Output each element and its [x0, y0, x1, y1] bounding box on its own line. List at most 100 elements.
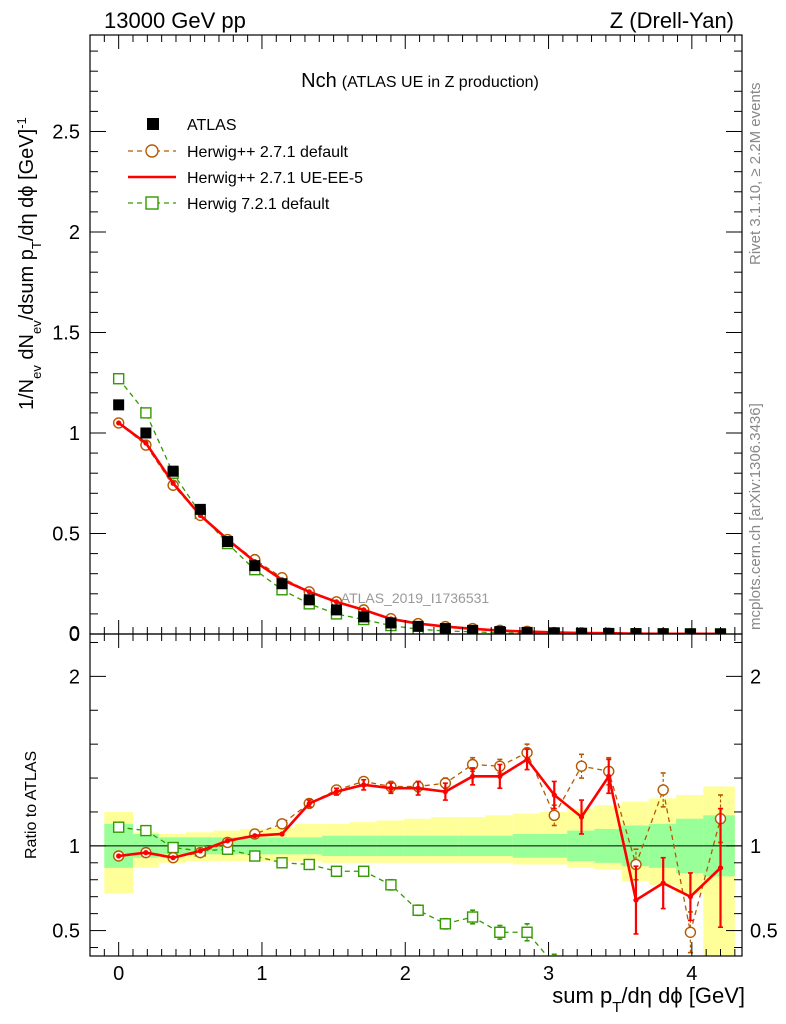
ratio-series-1-point — [660, 880, 666, 886]
series-0-point — [439, 623, 451, 634]
x-tick-label: 3 — [543, 963, 554, 985]
series-0-point — [684, 628, 696, 634]
header-left: 13000 GeV pp — [104, 8, 246, 33]
analysis-id-label: ATLAS_2019_I1736531 — [341, 590, 490, 606]
ratio-series-2-point — [167, 841, 179, 854]
ratio-series-2-point — [112, 821, 125, 833]
series-0-point — [303, 594, 315, 606]
ratio-series-1-point — [279, 831, 285, 837]
main-title: Nch (ATLAS UE in Z production) — [301, 70, 539, 92]
ratio-y-tick-label-left: 2 — [69, 666, 80, 688]
ratio-series-0-point — [684, 926, 697, 938]
series-0-point — [467, 624, 479, 634]
header-right: Z (Drell-Yan) — [610, 8, 734, 33]
series-2-point — [143, 440, 149, 446]
series-0-point — [113, 399, 125, 411]
x-tick-label: 0 — [113, 963, 124, 985]
main-y-tick-label: 2.5 — [52, 121, 80, 143]
ratio-series-1-point — [551, 792, 557, 798]
ratio-y-tick-label-left: 0.5 — [52, 921, 80, 943]
series-0-point — [576, 627, 588, 634]
legend-label: ATLAS — [187, 117, 237, 134]
main-y-tick-label: 0 — [69, 624, 80, 646]
ratio-curves — [112, 743, 727, 956]
legend-item-2: Herwig++ 2.7.1 UE-EE-5 — [128, 170, 363, 187]
legend-label: Herwig++ 2.7.1 UE-EE-5 — [187, 170, 363, 187]
series-0-point — [412, 620, 424, 632]
main-y-tick-label: 2 — [69, 222, 80, 244]
rivet-label: Rivet 3.1.10, ≥ 2.2M events — [747, 83, 764, 266]
main-y-axis-label: 1/Nev dNev/dsum pT/dη dϕ [GeV]-1 — [14, 117, 44, 410]
ratio-series-2-point — [412, 904, 424, 916]
series-2-point — [306, 589, 312, 595]
ratio-series-1-point — [306, 800, 312, 807]
ratio-series-0-point — [657, 784, 669, 796]
series-0-point — [167, 465, 179, 477]
ratio-series-1-point — [470, 773, 476, 779]
series-0-point — [330, 604, 342, 616]
series-2-point — [333, 599, 340, 605]
ratio-series-2-point — [521, 926, 533, 938]
ratio-y-tick-label-right: 2 — [750, 666, 761, 688]
ratio-series-0-point — [276, 818, 288, 830]
series-0-point — [222, 536, 234, 548]
ratio-series-1-point — [578, 814, 585, 820]
series-0-point — [140, 427, 152, 439]
mcplots-label: mcplots.cern.ch [arXiv:1306.3436] — [747, 403, 764, 630]
ratio-frame — [89, 633, 743, 957]
main-title-subtitle: (ATLAS UE in Z production) — [342, 74, 539, 91]
series-0-point — [249, 560, 261, 572]
ratio-series-1-point — [333, 789, 340, 795]
ratio-y-tick-label-right: 0.5 — [750, 921, 778, 943]
ratio-series-1-point — [361, 782, 367, 788]
series-2-point — [361, 607, 367, 613]
series-0-point — [494, 626, 506, 634]
x-axis-label: sum pT/dη dϕ [GeV] — [552, 983, 745, 1016]
ratio-y-tick-label-left: 1 — [69, 836, 80, 858]
legend-item-1: Herwig++ 2.7.1 default — [128, 144, 349, 161]
ratio-series-2-point — [385, 879, 397, 891]
legend-item-3: Herwig 7.2.1 default — [128, 196, 330, 213]
ratio-series-2-point — [303, 858, 315, 871]
legend-marker — [145, 144, 159, 158]
ratio-series-2-point — [249, 850, 261, 862]
ratio-bands — [104, 786, 735, 956]
main-plot: 00.511.522.50 — [52, 34, 743, 646]
ratio-series-1-point — [224, 838, 231, 844]
ratio-series-2-point — [140, 824, 152, 837]
ratio-series-2-point — [357, 865, 370, 877]
x-tick-label: 4 — [686, 963, 697, 985]
series-0-point — [358, 611, 370, 623]
series-0-point — [194, 503, 206, 515]
ratio-series-1-point — [170, 855, 176, 861]
legend-label: Herwig 7.2.1 default — [187, 196, 330, 213]
series-2-point — [116, 420, 122, 426]
ratio-series-1-point — [717, 865, 724, 871]
series-3-point — [140, 407, 152, 419]
series-0-point — [521, 626, 533, 634]
series-0-point — [630, 628, 642, 634]
ratio-series-1-point — [497, 773, 503, 779]
ratio-series-1-point — [143, 850, 149, 856]
ratio-series-1-point — [116, 853, 122, 859]
series-2-point — [170, 480, 176, 486]
series-0-point — [385, 617, 397, 629]
x-tick-label: 1 — [256, 963, 267, 985]
ratio-series-2-point — [494, 926, 506, 938]
ratio-y-axis-label: Ratio to ATLAS — [23, 751, 40, 859]
ratio-series-1-point — [633, 897, 639, 903]
ratio-series-2-point — [466, 911, 479, 923]
series-3-point — [112, 373, 125, 385]
ratio-series-1 — [116, 748, 724, 935]
ratio-series-1-point — [442, 789, 448, 795]
main-y-tick-label: 1 — [69, 423, 80, 445]
ratio-plot: 0 1 2 3 4 0.5 0.5 1 1 2 2 — [52, 633, 778, 985]
legend-item-0: ATLAS — [147, 117, 237, 134]
ratio-series-2-point — [276, 857, 288, 869]
ratio-series-0-point — [575, 760, 588, 772]
ratio-series-1-point — [388, 785, 394, 791]
ratio-series-1-point — [606, 773, 612, 779]
ratio-series-1-point — [197, 848, 203, 854]
main-y-tick-label-zero: 0 — [69, 623, 80, 645]
